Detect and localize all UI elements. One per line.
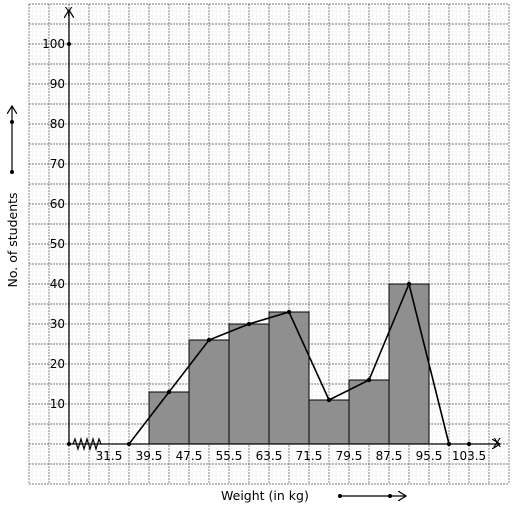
origin-point <box>67 442 71 446</box>
histogram-bar <box>348 379 390 445</box>
x-tick-label: 79.5 <box>336 449 363 463</box>
x-axis-point <box>466 441 472 447</box>
x-direction-arrow-dot <box>388 494 392 498</box>
y-tick-label: 20 <box>50 357 65 371</box>
y-tick-labels: 10 20 30 40 50 60 70 80 90 100 <box>42 37 71 411</box>
frequency-polygon-point <box>126 441 132 447</box>
x-direction-arrow-dot <box>338 494 342 498</box>
y-tick-label: 10 <box>50 397 65 411</box>
axes: X Y <box>64 5 501 452</box>
x-tick-labels: 31.5 39.5 47.5 55.5 63.5 71.5 79.5 87.5 95.5 103.… <box>96 449 487 463</box>
x-direction-arrow <box>338 494 406 498</box>
y-tick-label: 60 <box>50 197 65 211</box>
x-tick-label: 63.5 <box>256 449 283 463</box>
x-tick-label: 71.5 <box>296 449 323 463</box>
frequency-polygon-point <box>246 321 252 327</box>
y-tick-label: 40 <box>50 277 65 291</box>
frequency-polygon-point <box>326 397 332 403</box>
y-tick-label: 50 <box>50 237 65 251</box>
frequency-polygon-point <box>366 377 372 383</box>
x-axis-title: Weight (in kg) <box>221 488 309 503</box>
histogram-bar <box>308 399 350 445</box>
y-tick-label: 80 <box>50 117 65 131</box>
frequency-polygon-point <box>286 309 292 315</box>
y-direction-arrow-dot <box>10 170 14 174</box>
histogram-bar <box>268 311 310 445</box>
y-axis-title: No. of students <box>5 192 20 287</box>
y-axis-top-point <box>67 42 71 46</box>
histogram-bar <box>148 391 190 445</box>
x-tick-label: 31.5 <box>96 449 123 463</box>
y-axis-letter: Y <box>64 5 73 19</box>
x-axis-letter: X <box>493 436 501 450</box>
axis-break-zigzag <box>72 436 102 452</box>
histogram-bar <box>388 283 430 445</box>
frequency-polygon-point <box>166 389 172 395</box>
x-tick-label: 47.5 <box>176 449 203 463</box>
y-tick-label: 100 <box>42 37 65 51</box>
x-tick-label: 103.5 <box>452 449 486 463</box>
y-tick-label: 90 <box>50 77 65 91</box>
histogram-bar <box>228 323 270 445</box>
y-direction-arrow <box>10 106 14 174</box>
frequency-polygon <box>126 281 472 447</box>
x-tick-label: 55.5 <box>216 449 243 463</box>
y-direction-arrow-dot <box>10 120 14 124</box>
frequency-polygon-point <box>406 281 412 287</box>
x-tick-label: 95.5 <box>416 449 443 463</box>
x-tick-label: 39.5 <box>136 449 163 463</box>
frequency-polygon-point <box>446 441 452 447</box>
histogram-bar <box>188 339 230 445</box>
frequency-polygon-point <box>206 337 212 343</box>
y-tick-label: 70 <box>50 157 65 171</box>
y-tick-label: 30 <box>50 317 65 331</box>
x-tick-label: 87.5 <box>376 449 403 463</box>
